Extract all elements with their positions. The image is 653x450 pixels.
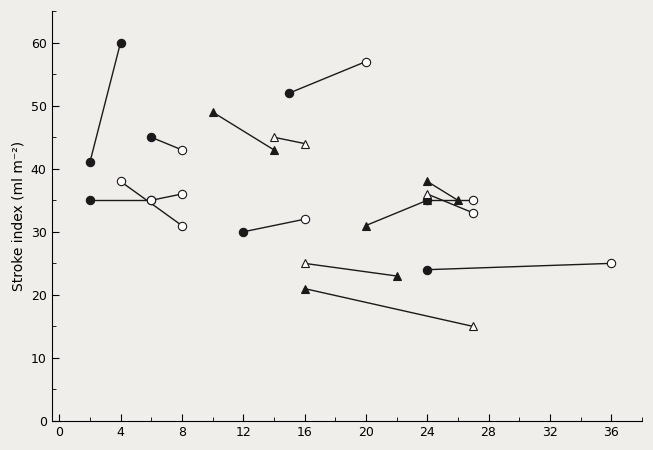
Y-axis label: Stroke index (ml m⁻²): Stroke index (ml m⁻²) bbox=[11, 141, 25, 291]
